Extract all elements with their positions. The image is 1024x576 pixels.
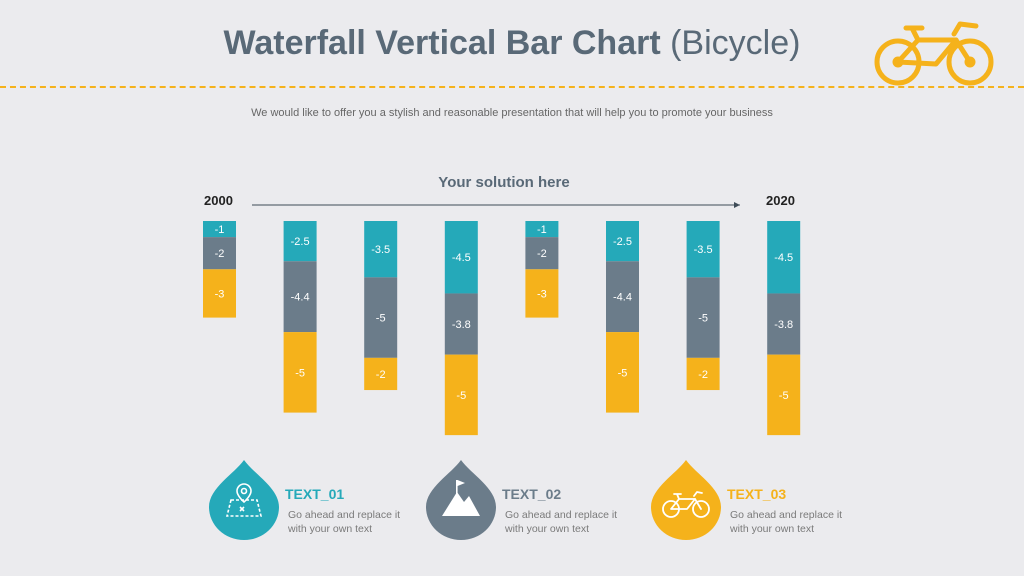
- card-title: TEXT_01: [285, 486, 345, 502]
- mountain-flag-icon: [442, 480, 480, 516]
- bar-segment: [686, 221, 720, 278]
- subtitle: We would like to offer you a stylish and…: [251, 107, 773, 119]
- bar-value-label: -3.8: [452, 319, 471, 331]
- bar-segment: [444, 293, 478, 355]
- bar-value-label: -4.4: [291, 292, 310, 304]
- bar-segment: [767, 354, 801, 436]
- bar-segment: [203, 221, 236, 238]
- bar-segment: [606, 332, 639, 413]
- bar-segment: [203, 237, 236, 270]
- chart-heading: Your solution here: [438, 174, 570, 191]
- bar-value-label: -4.5: [452, 252, 471, 264]
- bar-value-label: -5: [295, 367, 305, 379]
- bar-value-label: -5: [698, 313, 708, 325]
- bar-value-label: -5: [376, 313, 386, 325]
- drop-shape: [209, 460, 279, 540]
- bar-segment: [767, 293, 801, 355]
- bar-value-label: -2: [698, 369, 708, 381]
- bar-value-label: -2.5: [613, 236, 632, 248]
- bar-segment: [444, 221, 478, 294]
- bar-value-label: -3: [537, 288, 547, 300]
- card-text: Go ahead and replace it with your own te…: [288, 509, 401, 535]
- bar-segment: [525, 221, 559, 238]
- bar-segment: [364, 277, 398, 358]
- year-start: 2000: [204, 193, 233, 208]
- title-main: Waterfall Vertical Bar Chart: [223, 24, 661, 62]
- bar-value-label: -2: [215, 248, 225, 260]
- bar-value-label: -3: [215, 288, 225, 300]
- bar-segment: [686, 277, 720, 358]
- header-divider: [0, 86, 1024, 88]
- bar-value-label: -5: [456, 390, 466, 402]
- bar-segment: [686, 357, 720, 391]
- bar-value-label: -1: [215, 224, 225, 236]
- bar-segment: [606, 221, 639, 262]
- drop-shape: [426, 460, 496, 540]
- bar-segment: [283, 261, 317, 333]
- bar-value-label: -2: [537, 248, 547, 260]
- page-title: Waterfall Vertical Bar Chart (Bicycle): [0, 24, 1024, 63]
- bar-value-label: -2.5: [291, 236, 310, 248]
- title-paren: (Bicycle): [670, 24, 801, 62]
- drop-shape: [651, 460, 721, 540]
- bar-value-label: -2: [376, 369, 386, 381]
- card-text: Go ahead and replace it with your own te…: [505, 509, 618, 535]
- bar-segment: [606, 261, 639, 333]
- bar-value-label: -5: [779, 390, 789, 402]
- card-text: Go ahead and replace it with your own te…: [730, 509, 843, 535]
- bar-segment: [767, 221, 801, 294]
- map-pin-icon: [225, 483, 263, 517]
- bar-segment: [525, 237, 559, 270]
- bars-group: -1 -2 -3 -2.5 -4.4 -5 -3.5 -5 -2 -4.5 -3.8 -5 -1 -2 -3…: [203, 221, 801, 436]
- card-title: TEXT_02: [502, 486, 562, 502]
- bar-segment: [283, 332, 317, 413]
- bar-value-label: -3.5: [694, 244, 713, 256]
- bar-value-label: -3.5: [371, 244, 390, 256]
- card-title: TEXT_03: [727, 486, 787, 502]
- bar-segment: [203, 269, 236, 318]
- bar-segment: [525, 269, 559, 318]
- bicycle-icon: [662, 491, 710, 518]
- bar-segment: [283, 221, 317, 262]
- bar-value-label: -5: [618, 367, 628, 379]
- bar-value-label: -4.5: [774, 252, 793, 264]
- bar-value-label: -1: [537, 224, 547, 236]
- bar-value-label: -3.8: [774, 319, 793, 331]
- bar-segment: [364, 357, 398, 391]
- bicycle-icon: [874, 21, 994, 86]
- bar-segment: [364, 221, 398, 278]
- year-end: 2020: [766, 193, 795, 208]
- bar-value-label: -4.4: [613, 292, 632, 304]
- bar-segment: [444, 354, 478, 436]
